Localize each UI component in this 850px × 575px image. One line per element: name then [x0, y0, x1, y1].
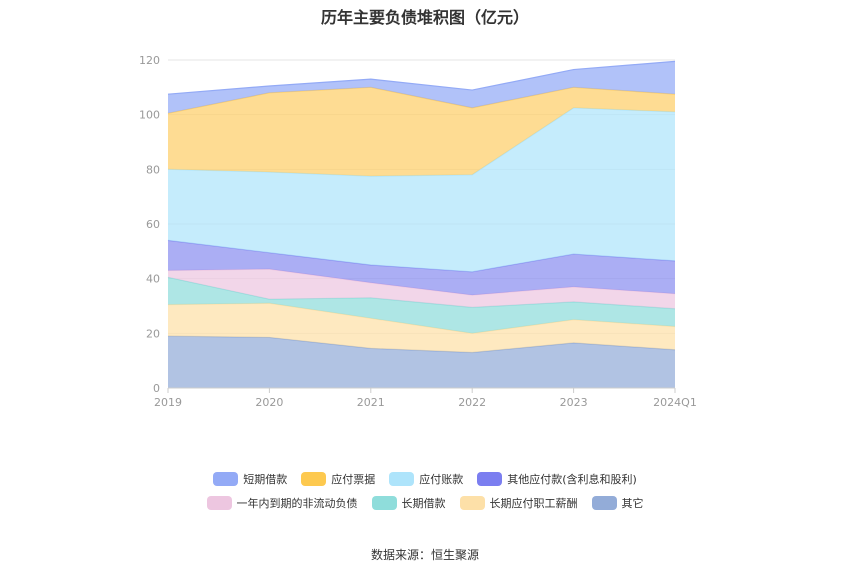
data-source: 数据来源：恒生聚源 — [370, 548, 479, 562]
legend-row-2: 一年内到期的非流动负债 长期借款 长期应付职工薪酬 其它 — [0, 495, 850, 511]
x-tick-label: 2020 — [255, 396, 283, 409]
legend-swatch — [459, 496, 485, 510]
area-edge-4 — [167, 268, 676, 296]
x-tick-label: 2024Q1 — [653, 396, 697, 409]
y-tick-label: 40 — [146, 273, 160, 286]
legend-label: 应付账款 — [419, 473, 464, 486]
legend-swatch — [213, 472, 239, 486]
area-7 — [168, 87, 675, 177]
y-tick-label: 80 — [146, 163, 160, 176]
legend-item[interactable]: 应付账款 — [389, 471, 463, 487]
area-edge-8 — [167, 60, 676, 95]
x-tick-label: 2021 — [357, 396, 385, 409]
legend-item[interactable]: 长期应付职工薪酬 — [459, 495, 578, 511]
chart-title: 历年主要负债堆积图（亿元） — [320, 8, 529, 27]
legend-item[interactable]: 应付票据 — [301, 471, 375, 487]
y-tick-label: 120 — [139, 54, 160, 67]
legend-swatch — [301, 472, 327, 486]
legend: 短期借款 应付票据 应付账款 其他应付款(含利息和股利) 一年内到期的非流动负债 长期借… — [0, 471, 850, 519]
legend-swatch — [389, 472, 415, 486]
legend-item[interactable]: 其他应付款(含利息和股利) — [477, 471, 637, 487]
area-5 — [168, 240, 675, 296]
x-tick-label: 2023 — [560, 396, 588, 409]
legend-item[interactable]: 其它 — [591, 495, 644, 511]
legend-label: 长期应付职工薪酬 — [489, 497, 578, 510]
area-8 — [168, 61, 675, 114]
legend-row-1: 短期借款 应付票据 应付账款 其他应付款(含利息和股利) — [0, 471, 850, 487]
stacked-area-chart: 0 20 40 60 80 100 120 2019 2020 2021 2022 2023 2024Q… — [139, 54, 697, 409]
legend-label: 其它 — [621, 497, 644, 510]
area-6 — [168, 107, 675, 272]
area-1 — [168, 336, 675, 388]
y-tick-label: 0 — [153, 382, 160, 395]
axes: 0 20 40 60 80 100 120 2019 2020 2021 2022 2023 2024Q… — [139, 54, 697, 409]
area-series — [167, 60, 676, 388]
y-tick-label: 60 — [146, 218, 160, 231]
legend-item[interactable]: 一年内到期的非流动负债 — [206, 495, 358, 511]
area-3 — [168, 277, 675, 334]
legend-label: 短期借款 — [243, 473, 288, 486]
legend-swatch — [371, 496, 397, 510]
area-2 — [168, 303, 675, 353]
legend-item[interactable]: 长期借款 — [371, 495, 446, 511]
x-tick-label: 2019 — [154, 396, 182, 409]
legend-item[interactable]: 短期借款 — [213, 471, 287, 487]
legend-swatch — [591, 496, 617, 510]
legend-swatch — [477, 472, 503, 486]
legend-label: 应付票据 — [331, 473, 376, 486]
y-tick-label: 20 — [146, 327, 160, 340]
legend-label: 长期借款 — [401, 497, 446, 510]
y-tick-label: 100 — [139, 109, 160, 122]
legend-label: 一年内到期的非流动负债 — [236, 497, 358, 510]
legend-label: 其他应付款(含利息和股利) — [507, 473, 637, 486]
legend-swatch — [206, 496, 232, 510]
x-tick-label: 2022 — [458, 396, 486, 409]
